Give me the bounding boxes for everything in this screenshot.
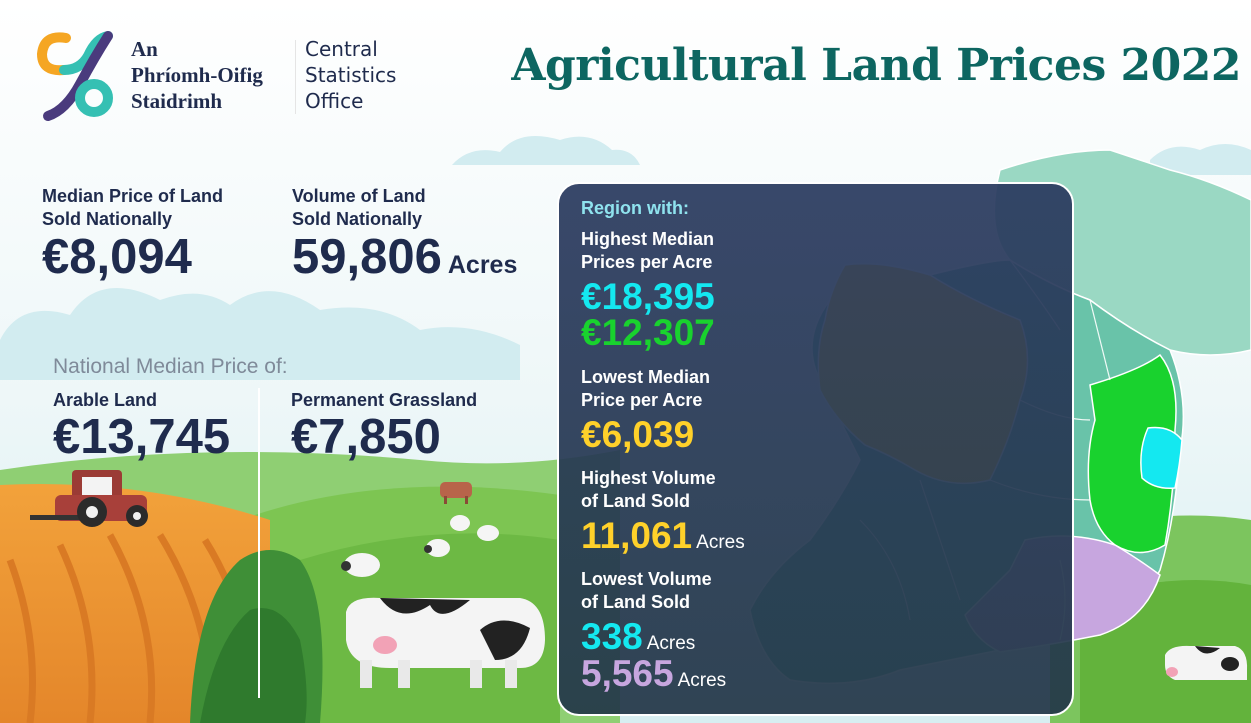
logo-english-line: Central — [305, 37, 378, 61]
lowest-price-value: €6,039 — [581, 414, 695, 455]
lowest-volume-label-line: of Land Sold — [581, 592, 690, 612]
cow-icon — [346, 597, 545, 688]
grassland-label: Permanent Grassland — [291, 390, 478, 410]
lowest-price-label: Lowest Median Price per Acre — [581, 366, 710, 412]
lowest-volume-unit: Acres — [677, 670, 727, 691]
volume-value-group: 59,806 Acres — [292, 231, 517, 291]
lowest-volume-label-line: Lowest Volume — [581, 569, 712, 589]
cso-logo-icon — [36, 31, 113, 121]
logo-irish-line: Phríomh-Oifig — [131, 63, 263, 87]
sheep-icon — [341, 515, 499, 577]
page-title: Agricultural Land Prices 2022 — [511, 40, 1241, 91]
logo-irish-line: An — [131, 37, 158, 61]
volume-label-line: Volume of Land — [292, 186, 426, 206]
highest-volume-value: 11,061 — [581, 515, 693, 556]
cloud-icon — [0, 136, 1251, 380]
cow-icon — [1165, 645, 1248, 680]
highest-price-value-dublin: €18,395 — [581, 276, 715, 317]
highest-price-value-mid-east: €12,307 — [581, 312, 715, 353]
arable-land-value: €13,745 — [53, 410, 231, 464]
lowest-volume-label: Lowest Volume of Land Sold — [581, 568, 712, 614]
logo-english-name: Central Statistics Office — [305, 36, 396, 114]
highest-price-label-line: Highest Median — [581, 229, 715, 249]
median-price-value: €8,094 — [42, 230, 192, 284]
column-divider — [258, 388, 260, 698]
tractor-icon — [30, 470, 148, 527]
lowest-volume-group-south-east: 5,565 Acres — [581, 654, 726, 701]
highest-volume-label: Highest Volume of Land Sold — [581, 467, 716, 513]
logo-english-line: Office — [305, 89, 364, 113]
logo-english-line: Statistics — [305, 63, 397, 87]
national-median-heading: National Median Price of: — [53, 355, 288, 378]
highest-volume-group: 11,061 Acres — [581, 516, 745, 563]
highest-price-label: Highest Median Prices per Acre — [581, 228, 714, 274]
highest-volume-label-line: of Land Sold — [581, 491, 690, 511]
highest-volume-unit: Acres — [696, 532, 745, 553]
region-panel-heading: Region with: — [581, 198, 689, 218]
region-panel — [557, 182, 1074, 716]
arable-land-label: Arable Land — [53, 390, 158, 410]
grassland-value: €7,850 — [291, 410, 441, 464]
cow-icon — [440, 482, 472, 504]
volume-label-line: Sold Nationally — [292, 209, 423, 229]
volume-value: 59,806 — [292, 230, 442, 284]
highest-volume-label-line: Highest Volume — [581, 468, 716, 488]
lowest-volume-group-dublin: 338 Acres — [581, 617, 695, 664]
median-price-label-line: Median Price of Land — [42, 186, 224, 206]
volume-label: Volume of Land Sold Nationally — [292, 185, 426, 231]
highest-price-label-line: Prices per Acre — [581, 252, 713, 272]
volume-unit: Acres — [447, 251, 518, 279]
logo-irish-name: An Phríomh-Oifig Staidrimh — [131, 36, 263, 114]
lowest-volume-value-south-east: 5,565 — [581, 653, 674, 694]
lowest-volume-value-dublin: 338 — [581, 616, 643, 657]
lowest-price-label-line: Price per Acre — [581, 390, 703, 410]
lowest-price-label-line: Lowest Median — [581, 367, 711, 387]
median-price-label: Median Price of Land Sold Nationally — [42, 185, 223, 231]
logo-irish-line: Staidrimh — [131, 89, 223, 113]
median-price-label-line: Sold Nationally — [42, 209, 173, 229]
logo-divider — [295, 40, 296, 114]
lowest-volume-unit: Acres — [646, 633, 696, 654]
